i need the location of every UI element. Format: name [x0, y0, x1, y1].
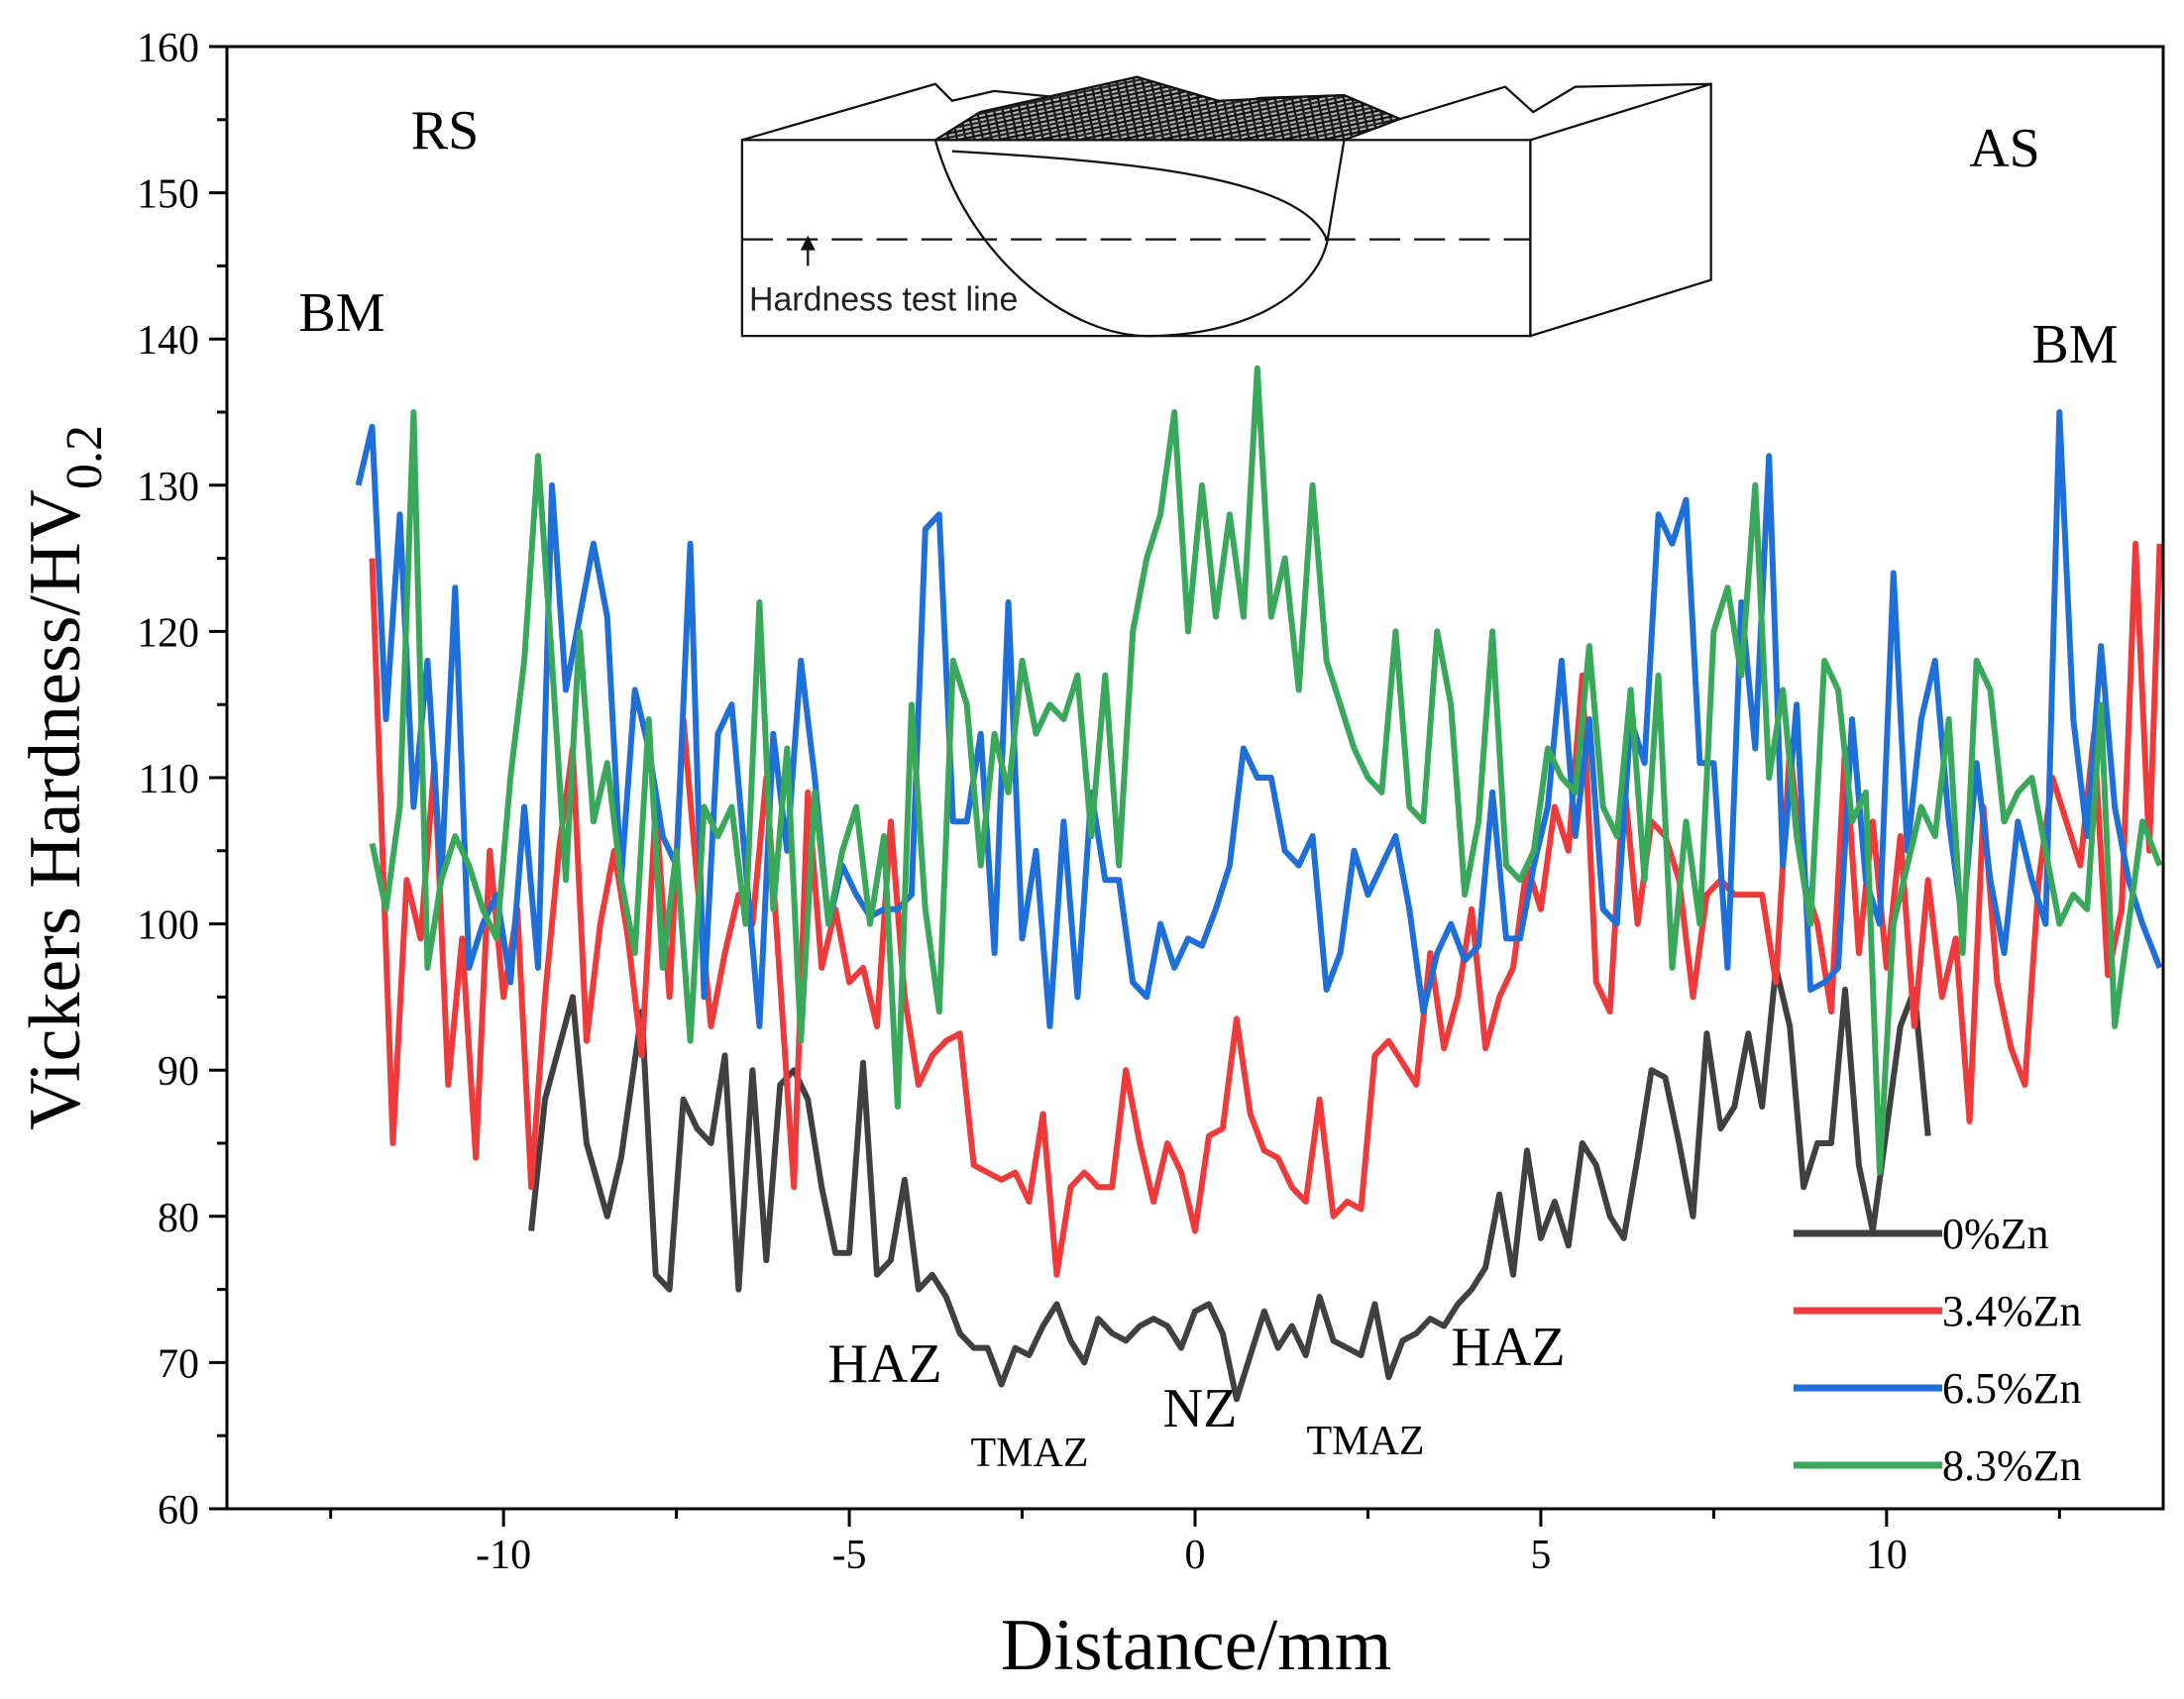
side-face [1529, 82, 1712, 338]
y-tick-label: 60 [158, 1488, 199, 1534]
y-tick-label: 160 [137, 26, 199, 71]
annotation: NZ [1163, 1378, 1238, 1439]
annotation: AS [1969, 118, 2040, 179]
series-line [528, 964, 1931, 1403]
inset-label: Hardness test line [749, 281, 1018, 319]
x-tick-label: 5 [1530, 1533, 1551, 1578]
x-tick-label: 10 [1866, 1533, 1908, 1578]
legend-label: 8.3%Zn [1942, 1441, 2082, 1490]
series-line [355, 409, 2163, 1029]
front-face [740, 139, 1532, 338]
annotation: BM [298, 282, 384, 344]
x-tick-label: -10 [476, 1533, 531, 1578]
y-tick-label: 80 [158, 1196, 199, 1241]
nugget-inner [951, 150, 1329, 242]
y-tick-label: 130 [137, 465, 199, 510]
annotation: TMAZ [971, 1431, 1089, 1476]
legend-label: 0%Zn [1942, 1210, 2049, 1258]
y-tick-label: 90 [158, 1049, 199, 1095]
x-tick-label: -5 [832, 1533, 867, 1578]
annotation: HAZ [1451, 1317, 1565, 1378]
weld-flash [930, 75, 1404, 142]
weld-nugget [933, 139, 1346, 338]
y-tick-label: 70 [158, 1341, 199, 1387]
y-axis-label: Vickers Hardness/HV0.2 [15, 425, 113, 1130]
y-tick-label: 110 [139, 757, 199, 802]
legend-label: 3.4%Zn [1942, 1287, 2082, 1335]
annotation: TMAZ [1307, 1419, 1425, 1464]
y-tick-label: 120 [137, 610, 199, 656]
weld-schematic: Hardness test line [740, 75, 1712, 338]
x-tick-label: 0 [1185, 1533, 1206, 1578]
annotation: BM [2031, 314, 2118, 375]
y-tick-label: 100 [137, 903, 199, 949]
annotation: HAZ [827, 1333, 941, 1395]
annotation: RS [411, 100, 480, 161]
y-axis-label-sub: 0.2 [56, 425, 113, 489]
x-axis-label: Distance/mm [1001, 1605, 1392, 1686]
y-axis-label-main: Vickers Hardness/HV [15, 489, 96, 1130]
series-line [369, 365, 2163, 1176]
plot-frame [225, 45, 2165, 1511]
y-tick-label: 140 [137, 318, 199, 364]
y-tick-label: 150 [137, 172, 199, 218]
arrow-head [800, 235, 816, 251]
legend-label: 6.5%Zn [1942, 1364, 2082, 1413]
